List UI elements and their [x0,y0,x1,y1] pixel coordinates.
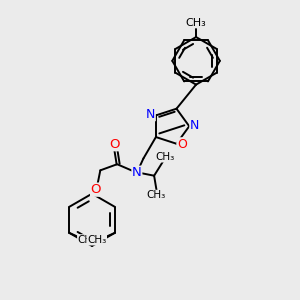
Text: O: O [91,183,101,196]
Text: N: N [190,119,199,132]
Text: CH₃: CH₃ [147,190,166,200]
Text: O: O [177,138,187,151]
Text: O: O [110,138,120,151]
Text: CH₃: CH₃ [78,235,97,245]
Text: N: N [146,108,155,121]
Text: CH₃: CH₃ [155,152,174,162]
Text: CH₃: CH₃ [87,235,106,245]
Text: N: N [132,166,142,179]
Text: CH₃: CH₃ [186,18,206,28]
